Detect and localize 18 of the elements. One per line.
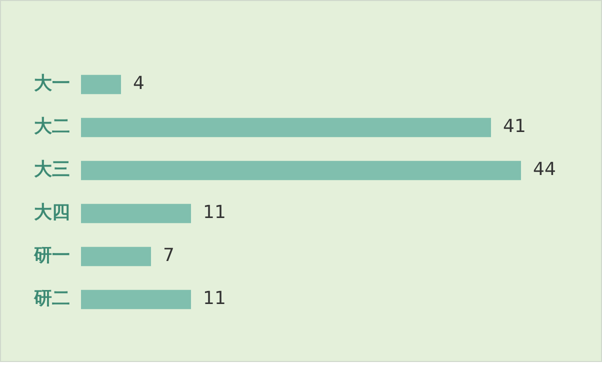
y-tick-label: 大四 [33, 202, 70, 224]
data-label: 44 [533, 159, 556, 180]
y-tick-label: 研一 [33, 245, 70, 266]
data-label: 11 [203, 202, 226, 224]
bar [81, 290, 191, 310]
data-label: 7 [163, 245, 174, 266]
bar [81, 118, 491, 138]
data-label: 4 [133, 73, 144, 94]
y-tick-label: 大三 [33, 159, 70, 180]
bar [81, 204, 191, 224]
bar [81, 74, 121, 94]
y-tick-label: 大二 [33, 116, 70, 138]
data-label: 41 [503, 116, 526, 138]
data-label: 11 [203, 288, 226, 310]
bar [81, 160, 521, 180]
bar [81, 246, 151, 266]
y-tick-label: 大一 [33, 73, 70, 94]
y-tick-label: 研二 [33, 288, 70, 310]
